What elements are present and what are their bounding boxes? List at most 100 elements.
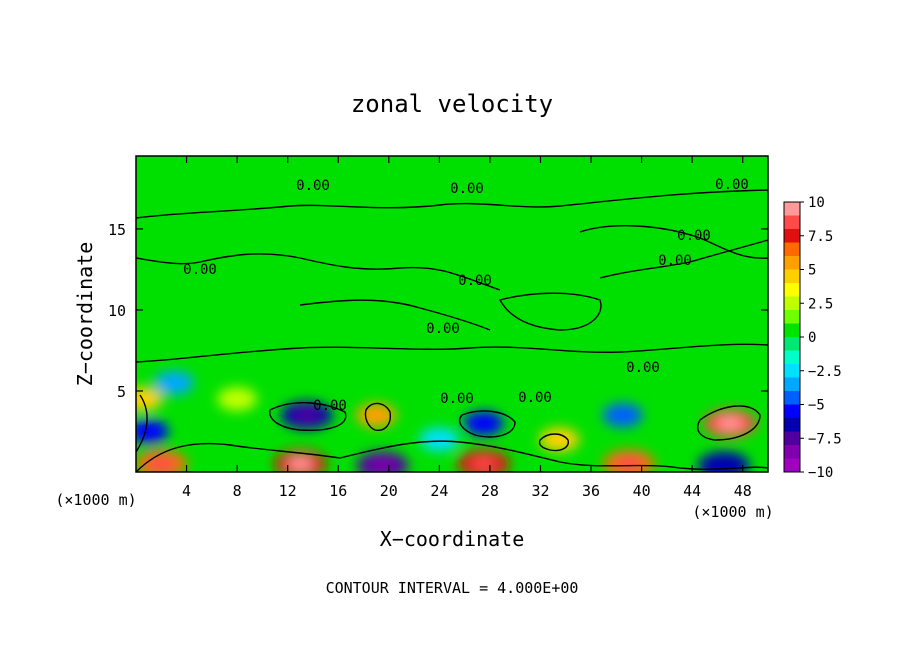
x-tick-label: 36 [582,482,600,500]
field-feature [697,451,750,472]
contour-line [136,253,501,291]
contour-label: 0.00 [626,360,660,376]
plot-frame [135,155,769,473]
field-feature [463,411,504,436]
field-feature [217,387,258,412]
colorbar-swatch [784,458,800,473]
x-unit-right: (×1000 m) [692,503,773,521]
colorbar: 10 7.5 5 2.5 0 −2.5 −5 −7.5 −10 [783,195,842,481]
colorbar-tick-label: 5 [808,263,816,279]
contour-line [269,402,347,432]
colorbar-tick-label: −7.5 [808,431,842,447]
colorbar-swatch [784,431,800,446]
colorbar-swatch [784,445,800,459]
colorbar-swatch [784,229,800,243]
contour-label: 0.00 [426,321,460,337]
field-feature [136,387,163,412]
contour-line [498,292,602,331]
contour-line [458,410,516,438]
colorbar-swatch [784,337,800,351]
contour-label: 0.00 [677,228,711,244]
x-axis-label: X−coordinate [380,527,525,551]
x-tick-label: 16 [329,482,347,500]
field-feature [136,419,169,444]
field-core [470,456,497,471]
contour-label: 0.00 [440,391,474,407]
contour-line [599,239,768,279]
x-axis-ticks: 4 8 12 16 20 24 28 32 36 40 44 48 [182,156,752,500]
y-axis-label: Z−coordinate [73,242,97,387]
colorbar-tick-label: 0 [808,330,816,346]
contour-label: 0.00 [313,398,347,414]
y-tick-label: 15 [108,221,126,239]
colorbar-swatch [784,323,800,338]
contour-interval-note: CONTOUR INTERVAL = 4.000E+00 [326,579,579,597]
colorbar-tick-label: −10 [808,465,833,481]
field-feature [539,427,580,452]
plot-area: 0.00 0.00 0.00 0.00 0.00 0.00 0.00 0.00 0.00 0.00… [108,155,769,500]
colorbar-swatch [784,242,800,257]
field-core [717,416,744,431]
field-feature [419,427,460,452]
zero-contours [136,189,768,472]
contour-line [579,225,768,259]
x-tick-label: 20 [380,482,398,500]
colorbar-swatch [784,364,800,378]
x-tick-label: 12 [279,482,297,500]
contour-line [697,405,761,441]
x-tick-label: 4 [182,482,191,500]
x-tick-label: 8 [233,482,242,500]
colorbar-tick-label: −2.5 [808,364,842,380]
contour-line [136,343,768,363]
x-tick-label: 48 [734,482,752,500]
contour-label: 0.00 [658,253,692,269]
colorbar-tick-label: 7.5 [808,229,833,245]
x-tick-label: 24 [430,482,448,500]
x-unit-left: (×1000 m) [55,491,136,509]
contour-line [299,299,491,331]
contour-label: 0.00 [183,262,217,278]
field-core [287,456,314,471]
chart-title: zonal velocity [351,90,553,118]
x-tick-label: 32 [531,482,549,500]
contour-line [136,189,768,219]
contour-line [364,402,392,431]
x-tick-label: 28 [481,482,499,500]
colorbar-swatch [784,418,800,432]
y-tick-label: 10 [108,302,126,320]
field-core [615,456,642,471]
field-feature [602,403,643,428]
colorbar-swatch [784,350,800,365]
x-tick-label: 44 [683,482,701,500]
colorbar-swatch [784,215,800,230]
colorbar-tick-label: 2.5 [808,296,833,312]
contour-line [136,440,768,472]
colorbar-swatch [784,202,800,216]
contour-label: 0.00 [296,178,330,194]
contour-label: 0.00 [450,181,484,197]
colorbar-tick-label: −5 [808,398,825,414]
colorbar-swatch [784,256,800,270]
contour-label: 0.00 [518,390,552,406]
colorbar-swatch [784,377,800,392]
field-core [148,456,175,471]
colorbar-swatch [784,391,800,405]
y-tick-label: 5 [117,383,126,401]
contour-label: 0.00 [715,177,749,193]
field-feature [153,370,194,395]
contour-line [538,433,569,452]
y-axis-ticks: 5 10 15 [108,221,768,401]
contour-line [136,394,148,453]
colorbar-tick-label: 10 [808,195,825,211]
contour-labels: 0.00 0.00 0.00 0.00 0.00 0.00 0.00 0.00 0.00 0.00… [183,177,749,414]
field-core [369,458,396,472]
colorbar-swatch [784,283,800,297]
field-core [293,408,320,423]
plot-background [136,156,768,472]
colorbar-swatch [784,296,800,311]
x-tick-label: 40 [633,482,651,500]
colorbar-swatch [784,404,800,419]
colorbar-swatch [784,310,800,324]
colorbar-swatch [784,269,800,284]
